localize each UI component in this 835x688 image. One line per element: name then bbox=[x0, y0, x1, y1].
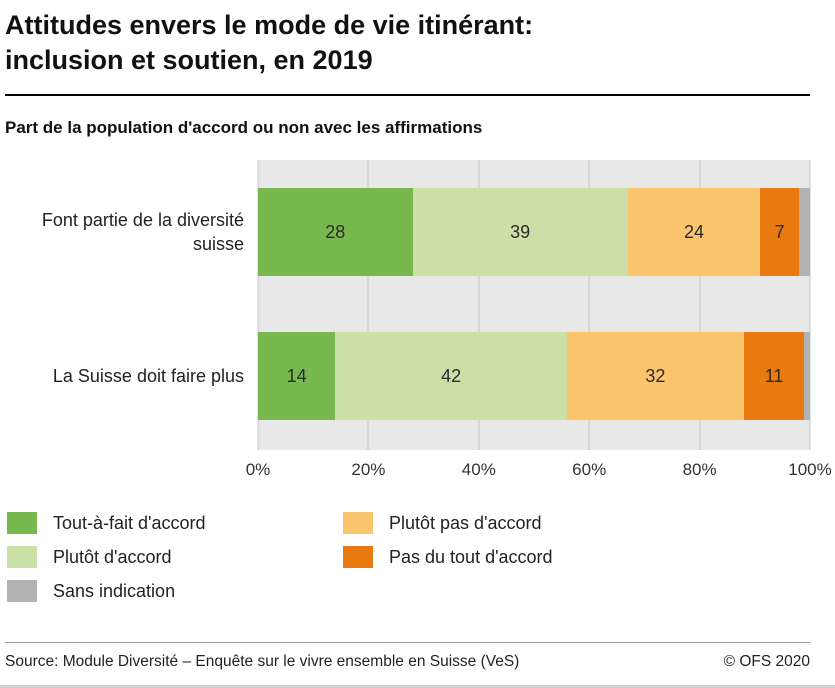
legend-label: Plutôt pas d'accord bbox=[389, 512, 542, 533]
legend-column-2: Plutôt pas d'accord Pas du tout d'accord bbox=[343, 512, 553, 602]
x-axis: 0% 20% 40% 60% 80% 100% bbox=[246, 460, 832, 484]
title-divider bbox=[5, 94, 810, 97]
bar-value-label: 39 bbox=[510, 221, 531, 242]
legend-swatch bbox=[7, 546, 37, 569]
page-title-line2: inclusion et soutien, en 2019 bbox=[5, 45, 373, 76]
x-tick-label: 60% bbox=[572, 460, 607, 480]
x-axis-spacer bbox=[5, 460, 258, 484]
legend-column-1: Tout-à-fait d'accord Plutôt d'accord Sans … bbox=[7, 512, 343, 603]
legend-item: Sans indication bbox=[7, 580, 343, 603]
gridline bbox=[809, 160, 811, 451]
gridline bbox=[699, 160, 701, 451]
bar-segment: 39 bbox=[412, 188, 628, 277]
legend-label: Sans indication bbox=[53, 580, 176, 601]
gridline bbox=[367, 160, 369, 451]
bar-segment: 42 bbox=[335, 332, 568, 421]
category-label: Font partie de la diversité suisse bbox=[41, 209, 244, 255]
x-tick-label: 0% bbox=[245, 460, 271, 480]
legend-item: Plutôt pas d'accord bbox=[343, 512, 553, 535]
bar-segment: 14 bbox=[258, 332, 336, 421]
bar-segment: 24 bbox=[627, 188, 761, 277]
legend-label: Plutôt d'accord bbox=[53, 546, 172, 567]
legend-swatch bbox=[7, 512, 37, 535]
bar-value-label: 14 bbox=[286, 365, 307, 386]
gridline bbox=[257, 160, 259, 451]
legend-label: Tout-à-fait d'accord bbox=[53, 512, 206, 533]
page-title-line1: Attitudes envers le mode de vie itinéran… bbox=[5, 10, 534, 40]
gridline bbox=[478, 160, 480, 451]
bar-value-label: 28 bbox=[325, 221, 346, 242]
legend-item: Tout-à-fait d'accord bbox=[7, 512, 343, 535]
category-label: La Suisse doit faire plus bbox=[52, 366, 244, 387]
bars-container: 28 39 24 7 14 42 32 11 bbox=[258, 160, 810, 421]
x-tick-label: 20% bbox=[351, 460, 386, 480]
bar-row: 28 39 24 7 bbox=[258, 188, 810, 277]
legend: Tout-à-fait d'accord Plutôt d'accord Sans … bbox=[5, 512, 810, 603]
bar-value-label: 11 bbox=[764, 365, 784, 386]
x-axis-row: 0% 20% 40% 60% 80% 100% bbox=[5, 460, 832, 484]
bar-segment: 11 bbox=[743, 332, 805, 421]
footer: Source: Module Diversité – Enquête sur l… bbox=[5, 642, 810, 685]
stacked-bar-chart: Font partie de la diversité suisse La Sui… bbox=[5, 160, 811, 451]
page-title: Attitudes envers le mode de vie itinéran… bbox=[5, 8, 810, 78]
plot-area: 28 39 24 7 14 42 32 11 bbox=[257, 160, 811, 451]
category-labels: Font partie de la diversité suisse La Sui… bbox=[5, 160, 258, 450]
legend-swatch bbox=[7, 580, 37, 603]
source-text: Source: Module Diversité – Enquête sur l… bbox=[5, 653, 520, 670]
bar-value-label: 24 bbox=[684, 221, 705, 242]
bar-segment bbox=[804, 332, 810, 421]
x-tick-label: 80% bbox=[682, 460, 717, 480]
bar-segment: 32 bbox=[567, 332, 744, 421]
bar-segment bbox=[798, 188, 810, 277]
legend-item: Plutôt d'accord bbox=[7, 546, 343, 569]
bar-value-label: 7 bbox=[774, 221, 785, 242]
copyright-text: © OFS 2020 bbox=[723, 653, 810, 670]
bar-segment: 7 bbox=[760, 188, 799, 277]
bar-segment: 28 bbox=[258, 188, 413, 277]
legend-swatch bbox=[343, 512, 373, 535]
gridline bbox=[588, 160, 590, 451]
x-tick-label: 40% bbox=[461, 460, 496, 480]
legend-item: Pas du tout d'accord bbox=[343, 546, 553, 569]
legend-swatch bbox=[343, 546, 373, 569]
chart-subtitle: Part de la population d'accord ou non av… bbox=[5, 118, 483, 138]
bar-value-label: 32 bbox=[645, 365, 666, 386]
x-tick-label: 100% bbox=[788, 460, 832, 480]
bar-row: 14 42 32 11 bbox=[258, 332, 810, 421]
legend-label: Pas du tout d'accord bbox=[389, 546, 553, 567]
bar-value-label: 42 bbox=[441, 365, 462, 386]
